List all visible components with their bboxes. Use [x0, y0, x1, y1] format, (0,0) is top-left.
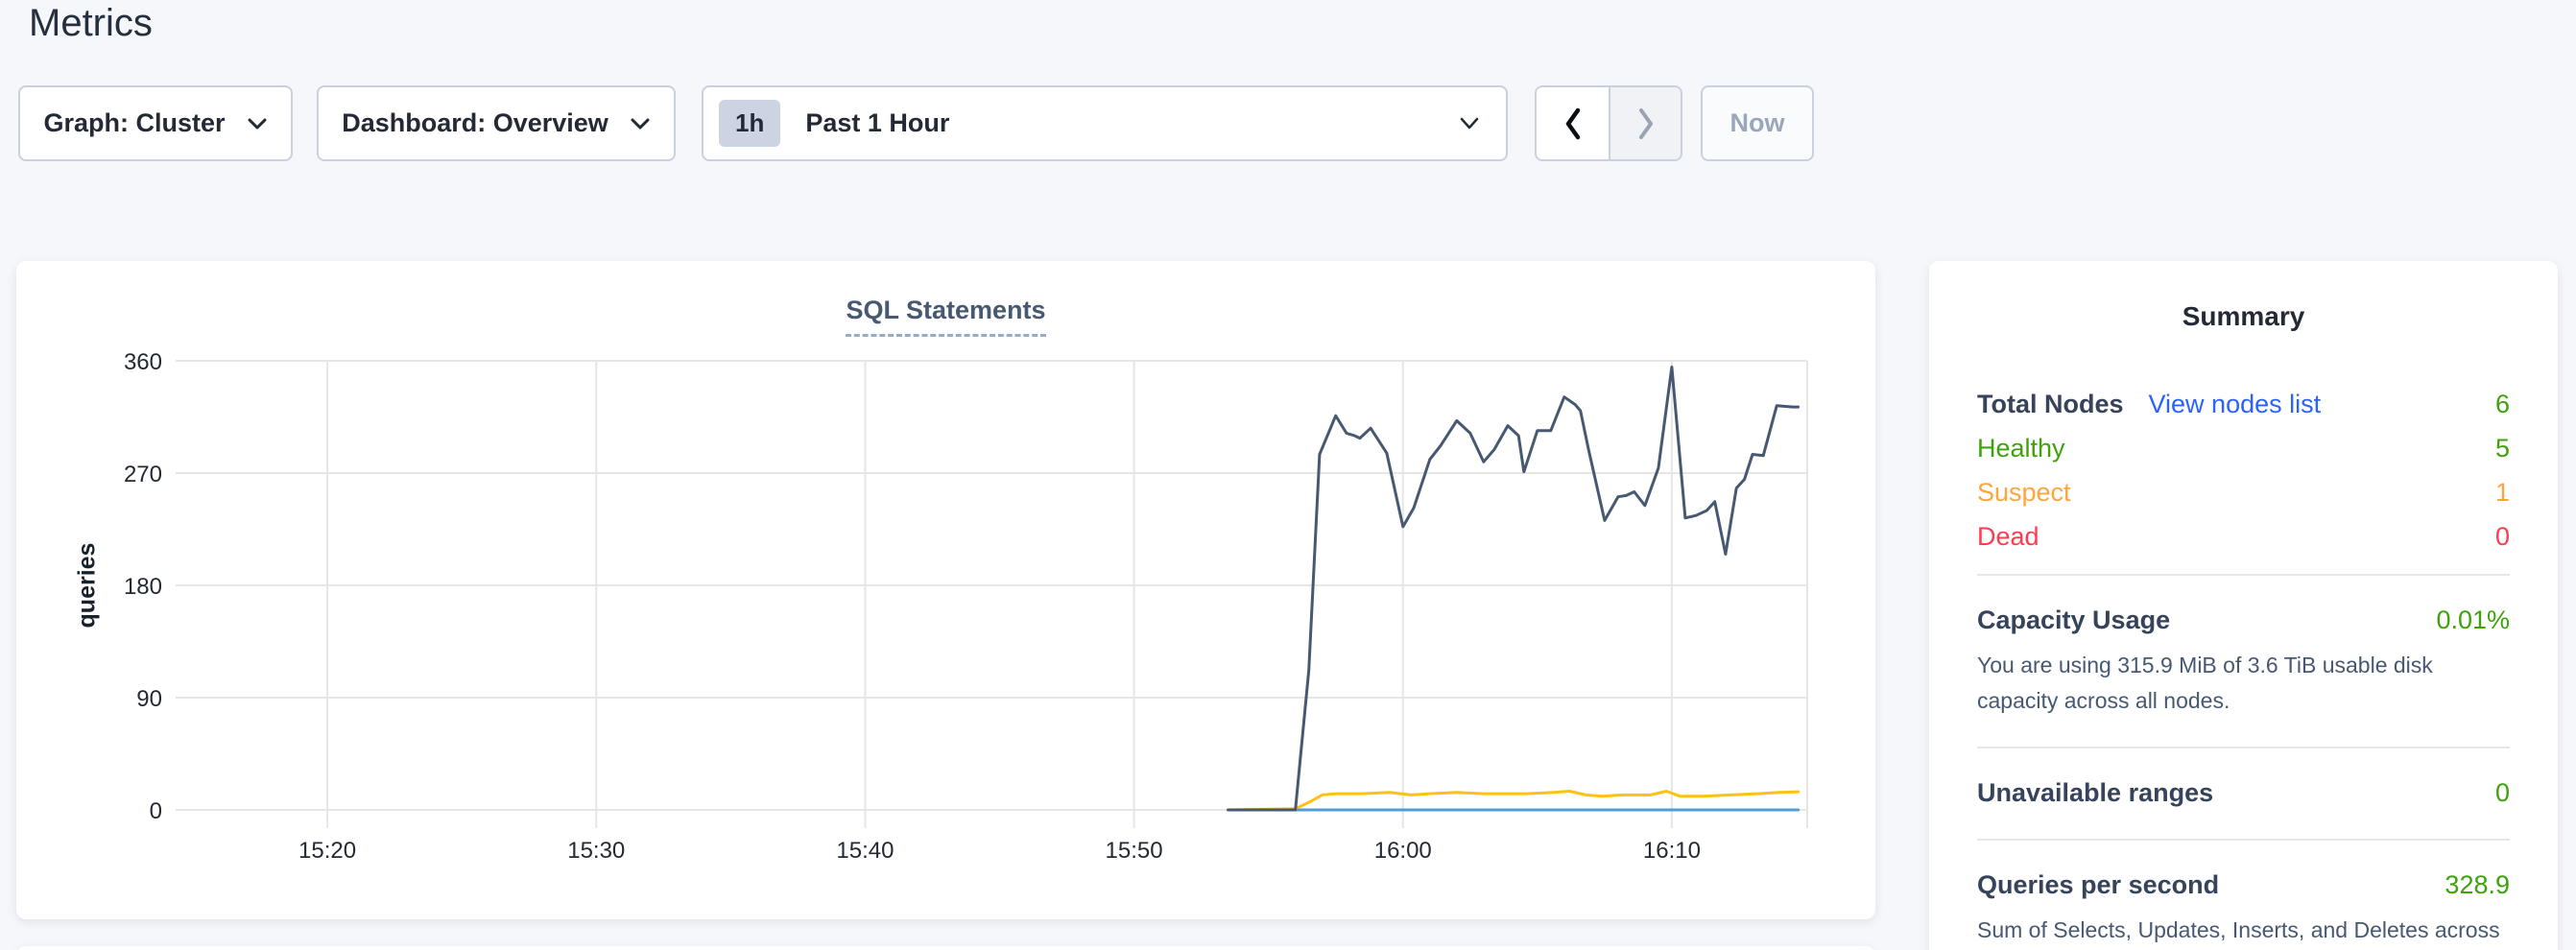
healthy-label: Healthy	[1977, 433, 2065, 463]
summary-row-dead: Dead 0	[1977, 514, 2510, 558]
chart-title-row: SQL Statements	[16, 296, 1875, 337]
capacity-usage-label: Capacity Usage	[1977, 606, 2171, 634]
time-step-buttons	[1535, 85, 1682, 161]
graph-dropdown-label: Graph: Cluster	[43, 108, 226, 137]
sql-statements-chart-card: SQL Statements queries 360 270 180 90 0 15:20…	[16, 261, 1875, 919]
svg-text:180: 180	[124, 574, 162, 600]
suspect-label: Suspect	[1977, 477, 2071, 507]
queries-per-second-description: Sum of Selects, Updates, Inserts, and De…	[1977, 917, 2500, 942]
svg-text:90: 90	[136, 686, 162, 712]
healthy-value: 5	[2494, 433, 2510, 463]
dashboard-dropdown-label: Dashboard: Overview	[342, 108, 608, 137]
chart-title[interactable]: SQL Statements	[846, 296, 1046, 337]
graph-dropdown[interactable]: Graph: Cluster	[18, 85, 293, 161]
chevron-down-icon	[630, 117, 651, 131]
now-button[interactable]: Now	[1701, 85, 1814, 161]
controls-bar: Graph: Cluster Dashboard: Overview 1h Pa…	[18, 85, 1814, 161]
dead-value: 0	[2494, 521, 2510, 551]
svg-text:16:10: 16:10	[1643, 838, 1701, 864]
chart-canvas[interactable]: 360 270 180 90 0 15:20 15:30 15:40 15:50 16:00 16:…	[16, 261, 1875, 919]
divider	[1977, 747, 2510, 748]
prev-time-button[interactable]	[1537, 87, 1609, 159]
time-range-badge: 1h	[719, 100, 781, 147]
summary-row-total-nodes: Total Nodes View nodes list 6	[1977, 382, 2510, 426]
time-range-label: Past 1 Hour	[805, 108, 950, 137]
svg-text:15:30: 15:30	[567, 838, 625, 864]
queries-per-second-label: Queries per second	[1977, 870, 2220, 899]
dashboard-dropdown[interactable]: Dashboard: Overview	[317, 85, 676, 161]
unavailable-ranges-section: Unavailable ranges 0	[1977, 748, 2510, 808]
svg-text:15:20: 15:20	[298, 838, 356, 864]
next-time-button[interactable]	[1609, 87, 1681, 159]
svg-text:360: 360	[124, 349, 162, 375]
dead-label: Dead	[1977, 521, 2039, 551]
unavailable-ranges-value: 0	[2494, 778, 2510, 807]
page-title: Metrics	[29, 2, 153, 44]
svg-text:15:50: 15:50	[1106, 838, 1163, 864]
node-status-list: Total Nodes View nodes list 6 Healthy 5 …	[1977, 382, 2510, 558]
total-nodes-label: Total Nodes	[1977, 389, 2124, 418]
next-chart-card	[16, 946, 1875, 950]
svg-text:0: 0	[150, 798, 162, 824]
time-range-selector[interactable]: 1h Past 1 Hour	[702, 85, 1508, 161]
capacity-usage-value: 0.01%	[2436, 606, 2510, 634]
divider	[1977, 574, 2510, 576]
chevron-left-icon	[1563, 107, 1583, 141]
summary-title: Summary	[2182, 301, 2305, 331]
unavailable-ranges-label: Unavailable ranges	[1977, 778, 2214, 807]
svg-text:16:00: 16:00	[1374, 838, 1432, 864]
total-nodes-value: 6	[2494, 389, 2510, 418]
chevron-right-icon	[1636, 107, 1656, 141]
queries-per-second-value: 328.9	[2445, 870, 2510, 899]
summary-row-suspect: Suspect 1	[1977, 470, 2510, 514]
suspect-value: 1	[2494, 477, 2510, 507]
svg-text:15:40: 15:40	[836, 838, 894, 864]
divider	[1977, 839, 2510, 841]
summary-row-healthy: Healthy 5	[1977, 426, 2510, 470]
svg-text:270: 270	[124, 462, 162, 487]
chevron-down-icon	[1458, 116, 1481, 131]
capacity-usage-section: Capacity Usage 0.01% You are using 315.9…	[1977, 576, 2510, 719]
queries-per-second-section: Queries per second 328.9 Sum of Selects,…	[1977, 841, 2510, 950]
chevron-down-icon	[247, 117, 268, 131]
capacity-usage-description: You are using 315.9 MiB of 3.6 TiB usabl…	[1977, 653, 2433, 713]
summary-panel: Summary Total Nodes View nodes list 6 He…	[1929, 261, 2558, 950]
view-nodes-list-link[interactable]: View nodes list	[2148, 389, 2322, 418]
